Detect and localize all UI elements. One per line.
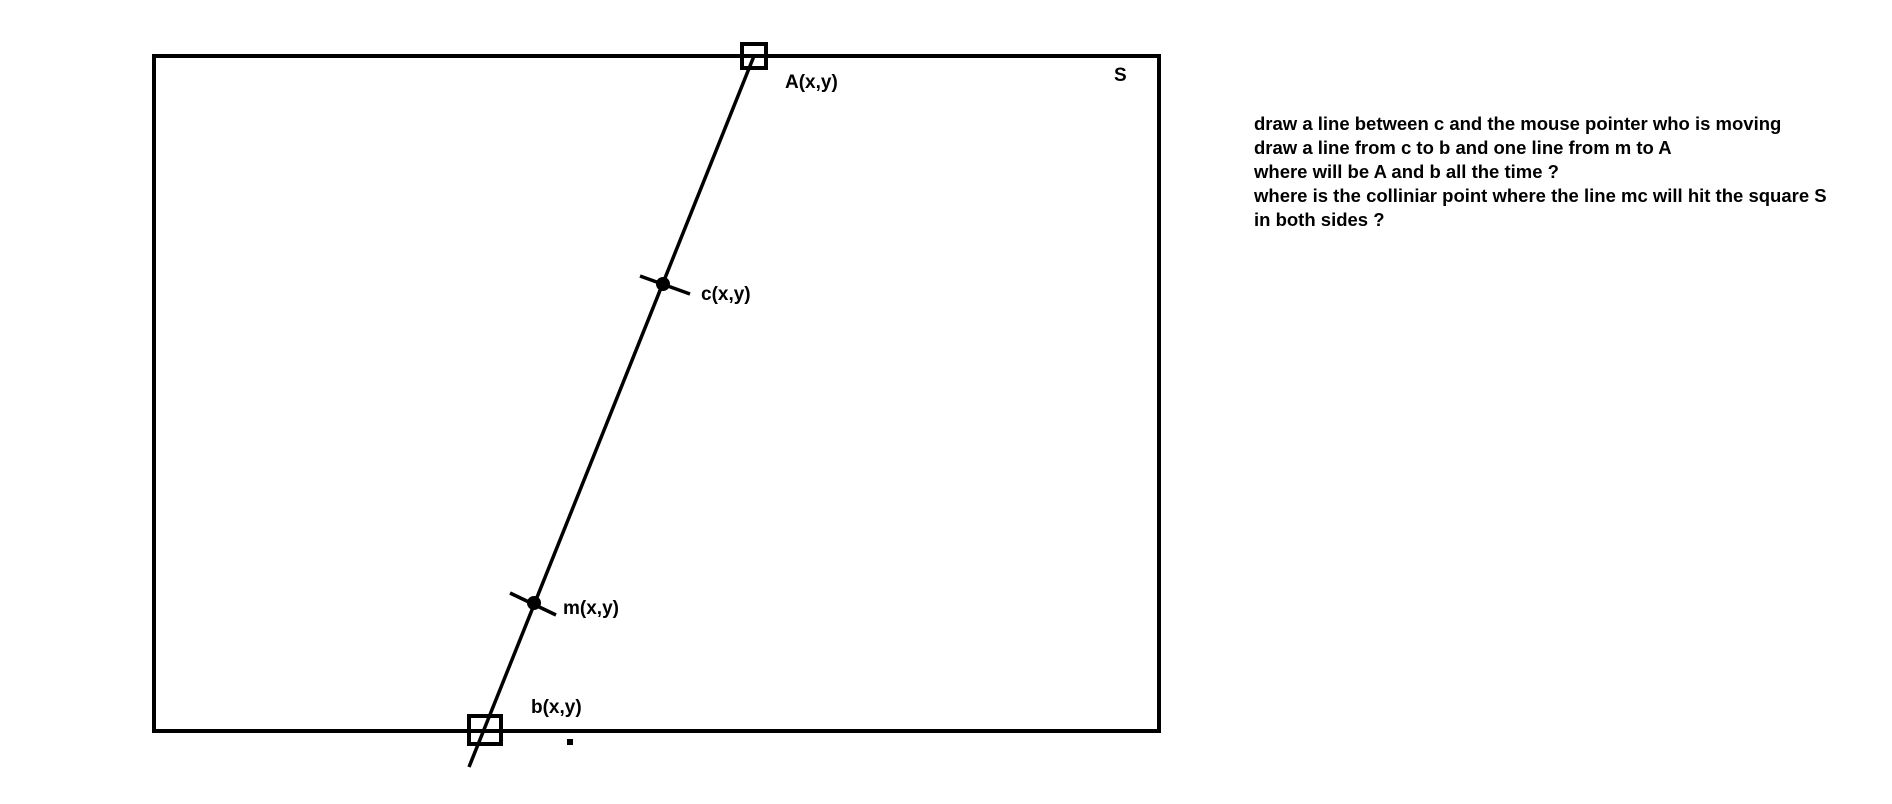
point-b-marker [467, 714, 503, 746]
point-m-dot [527, 596, 541, 610]
note-line-4: where is the colliniar point where the l… [1254, 185, 1827, 206]
note-line-3: where will be A and b all the time ? [1254, 161, 1559, 182]
square-s [152, 54, 1161, 733]
point-a-label: A(x,y) [785, 72, 838, 93]
line-mc [467, 55, 756, 768]
point-c-label: c(x,y) [701, 284, 751, 305]
point-a-marker [740, 42, 768, 70]
note-line-1: draw a line between c and the mouse poin… [1254, 113, 1782, 134]
stray-dot [567, 739, 573, 745]
note-line-5: in both sides ? [1254, 209, 1385, 230]
note-line-2: draw a line from c to b and one line fro… [1254, 137, 1672, 158]
point-b-label: b(x,y) [531, 697, 582, 718]
point-m-label: m(x,y) [563, 598, 619, 619]
point-c-dot [656, 277, 670, 291]
square-label: S [1114, 65, 1127, 86]
